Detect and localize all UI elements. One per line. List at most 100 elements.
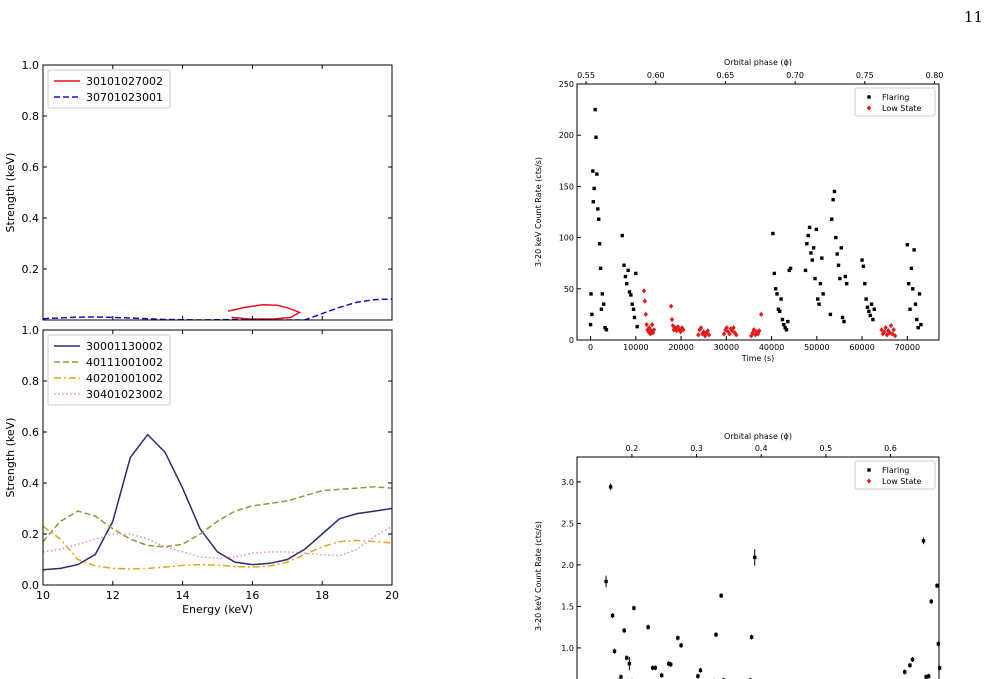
data-point-Flaring [698, 668, 703, 673]
data-point-Low State [891, 327, 896, 333]
data-point-Flaring [783, 326, 787, 330]
data-point-Flaring [676, 636, 680, 640]
data-point-Flaring [929, 599, 933, 604]
data-point-Low State [721, 331, 727, 337]
y-tick-label: 1.0 [22, 59, 40, 72]
data-point-Flaring [749, 635, 754, 639]
x-tick-label: 20000 [668, 343, 693, 352]
data-point-Flaring [911, 287, 915, 291]
x-tick-label: 70000 [895, 343, 920, 352]
y-tick-label: 1.0 [22, 324, 40, 337]
legend-label: 40201001002 [86, 372, 163, 385]
data-point-Flaring [936, 642, 941, 646]
y-tick-label: 0.2 [22, 263, 40, 276]
top-tick-label: 0.55 [577, 71, 595, 80]
data-point-Flaring [915, 317, 919, 322]
y-tick-label: 2.0 [561, 561, 574, 570]
data-point-Low State [751, 327, 757, 333]
data-point-Flaring [591, 169, 595, 173]
data-point-Flaring [813, 276, 817, 281]
data-point-Flaring [838, 276, 842, 281]
data-point-Flaring [861, 264, 866, 268]
data-point-Flaring [632, 606, 636, 610]
x-axis-label: Energy (keV) [182, 603, 253, 616]
data-point-Low State [731, 325, 736, 331]
data-point-Flaring [860, 258, 864, 262]
data-point-Low State [724, 325, 729, 331]
data-point-Flaring [803, 268, 808, 273]
data-point-Low State [883, 325, 888, 331]
data-point-Flaring [864, 297, 868, 301]
data-point-Flaring [811, 246, 816, 250]
legend-label: 40111001002 [86, 356, 163, 369]
x-tick-label: 40000 [759, 343, 784, 352]
data-point-Low State [644, 322, 649, 328]
y-axis-label: 3-20 keV Count Rate (cts/s) [534, 157, 543, 267]
data-point-Flaring [597, 217, 601, 221]
x-axis-label: Time (s) [741, 354, 775, 363]
y-tick-label: 0.0 [22, 579, 40, 592]
data-point-Flaring [809, 251, 813, 255]
data-point-Low State [887, 330, 892, 336]
data-point-Low State [649, 322, 655, 328]
data-point-Flaring [608, 485, 613, 489]
data-point-Flaring [835, 252, 839, 256]
data-point-Flaring [626, 268, 630, 273]
data-point-Flaring [592, 186, 596, 191]
data-point-Flaring [776, 307, 781, 311]
data-point-Flaring [871, 317, 875, 322]
data-point-Flaring [782, 322, 786, 327]
data-point-Flaring [772, 271, 776, 276]
data-point-Flaring [631, 307, 636, 311]
data-point-Flaring [836, 263, 841, 267]
data-point-Flaring [805, 242, 809, 246]
data-point-Low State [642, 298, 648, 304]
data-point-Flaring [926, 674, 931, 678]
legend-box [854, 87, 936, 117]
data-point-Flaring [598, 266, 603, 271]
top-tick-label: 0.5 [820, 444, 833, 453]
legend-marker [866, 105, 872, 111]
data-point-Flaring [903, 670, 907, 674]
data-point-Flaring [646, 625, 650, 629]
data-point-Flaring [842, 319, 846, 324]
data-point-Flaring [820, 256, 824, 260]
top-tick-label: 0.6 [884, 444, 897, 453]
legend-marker [866, 478, 872, 484]
data-point-Flaring [830, 217, 834, 221]
legend-marker [867, 468, 871, 472]
legend-marker [867, 95, 871, 99]
data-point-Flaring [787, 268, 791, 273]
legend-label: Flaring [882, 466, 909, 475]
data-point-Flaring [909, 266, 914, 271]
y-tick-label: 3.0 [561, 478, 574, 487]
plot-frame [576, 83, 940, 341]
data-point-Flaring [832, 189, 837, 194]
data-point-Flaring [908, 663, 912, 668]
y-tick-label: 0.4 [22, 477, 40, 490]
data-point-Flaring [612, 649, 617, 653]
data-point-Flaring [627, 290, 632, 294]
data-point-Flaring [625, 281, 629, 286]
x-tick-label: 20 [385, 589, 399, 602]
data-point-Flaring [659, 673, 664, 677]
data-point-Flaring [753, 555, 757, 560]
data-point-Flaring [653, 666, 657, 670]
data-point-Flaring [919, 322, 923, 327]
data-point-Flaring [843, 274, 848, 279]
data-point-Flaring [594, 135, 598, 139]
y-axis-label: Strength (keV) [4, 418, 17, 498]
data-point-Flaring [596, 207, 600, 211]
data-point-Flaring [771, 231, 775, 236]
data-point-Flaring [634, 271, 638, 276]
y-tick-label: 0.8 [22, 375, 40, 388]
data-point-Flaring [601, 302, 606, 306]
data-point-Low State [884, 332, 890, 338]
data-point-Flaring [828, 312, 833, 317]
data-point-Flaring [625, 656, 629, 660]
data-point-Flaring [807, 225, 812, 230]
x-tick-label: 0 [588, 343, 593, 352]
x-tick-label: 10000 [623, 343, 648, 352]
data-point-Flaring [935, 583, 939, 588]
data-point-Flaring [622, 628, 626, 633]
